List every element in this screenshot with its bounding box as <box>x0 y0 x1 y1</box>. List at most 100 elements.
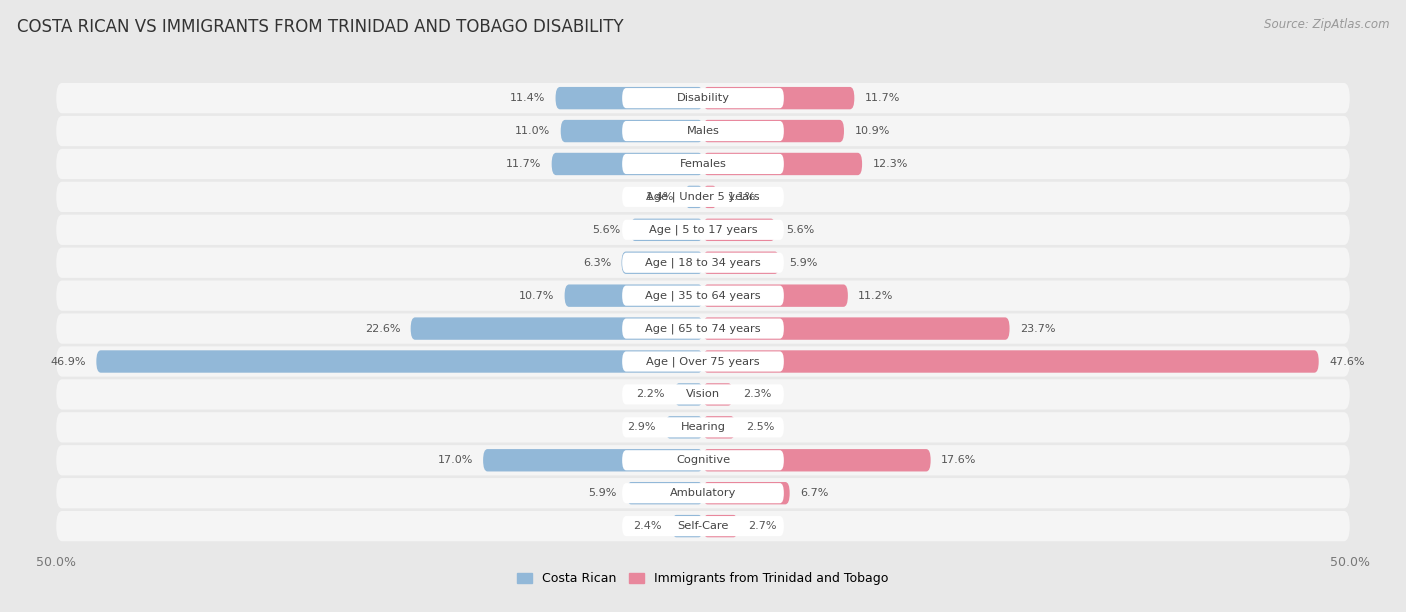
Text: 11.0%: 11.0% <box>515 126 550 136</box>
FancyBboxPatch shape <box>621 220 785 240</box>
Text: 6.7%: 6.7% <box>800 488 828 498</box>
Text: 46.9%: 46.9% <box>51 357 86 367</box>
Text: 10.7%: 10.7% <box>519 291 554 300</box>
FancyBboxPatch shape <box>621 483 785 503</box>
FancyBboxPatch shape <box>672 515 703 537</box>
Text: Cognitive: Cognitive <box>676 455 730 465</box>
Text: 22.6%: 22.6% <box>364 324 401 334</box>
FancyBboxPatch shape <box>561 120 703 142</box>
FancyBboxPatch shape <box>621 253 785 273</box>
FancyBboxPatch shape <box>703 383 733 406</box>
FancyBboxPatch shape <box>685 185 703 208</box>
FancyBboxPatch shape <box>621 351 785 371</box>
Text: 17.6%: 17.6% <box>941 455 976 465</box>
FancyBboxPatch shape <box>621 88 785 108</box>
Text: 2.9%: 2.9% <box>627 422 655 432</box>
FancyBboxPatch shape <box>703 218 776 241</box>
Text: Males: Males <box>686 126 720 136</box>
FancyBboxPatch shape <box>630 218 703 241</box>
Text: 5.6%: 5.6% <box>592 225 620 235</box>
FancyBboxPatch shape <box>621 154 785 174</box>
Text: Age | 18 to 34 years: Age | 18 to 34 years <box>645 258 761 268</box>
FancyBboxPatch shape <box>56 83 1350 113</box>
FancyBboxPatch shape <box>56 182 1350 212</box>
FancyBboxPatch shape <box>56 511 1350 541</box>
Text: Disability: Disability <box>676 93 730 103</box>
FancyBboxPatch shape <box>621 318 785 338</box>
Text: 5.9%: 5.9% <box>790 258 818 267</box>
FancyBboxPatch shape <box>665 416 703 439</box>
FancyBboxPatch shape <box>56 379 1350 409</box>
FancyBboxPatch shape <box>56 248 1350 278</box>
Text: 5.9%: 5.9% <box>588 488 616 498</box>
Text: Females: Females <box>679 159 727 169</box>
FancyBboxPatch shape <box>703 482 790 504</box>
Text: 11.4%: 11.4% <box>510 93 546 103</box>
Text: 11.7%: 11.7% <box>865 93 900 103</box>
FancyBboxPatch shape <box>56 280 1350 311</box>
FancyBboxPatch shape <box>703 153 862 175</box>
FancyBboxPatch shape <box>621 121 785 141</box>
Text: Age | Under 5 years: Age | Under 5 years <box>647 192 759 202</box>
FancyBboxPatch shape <box>703 318 1010 340</box>
Text: 2.3%: 2.3% <box>744 389 772 400</box>
Text: 2.5%: 2.5% <box>745 422 775 432</box>
FancyBboxPatch shape <box>703 252 779 274</box>
Text: 1.4%: 1.4% <box>647 192 675 202</box>
FancyBboxPatch shape <box>621 417 785 438</box>
Text: COSTA RICAN VS IMMIGRANTS FROM TRINIDAD AND TOBAGO DISABILITY: COSTA RICAN VS IMMIGRANTS FROM TRINIDAD … <box>17 18 623 36</box>
FancyBboxPatch shape <box>56 149 1350 179</box>
Text: 11.2%: 11.2% <box>858 291 894 300</box>
FancyBboxPatch shape <box>56 215 1350 245</box>
Text: 2.2%: 2.2% <box>636 389 664 400</box>
Text: 2.4%: 2.4% <box>633 521 662 531</box>
Text: 2.7%: 2.7% <box>748 521 776 531</box>
FancyBboxPatch shape <box>621 450 785 471</box>
FancyBboxPatch shape <box>484 449 703 471</box>
Text: 10.9%: 10.9% <box>855 126 890 136</box>
Text: 23.7%: 23.7% <box>1019 324 1056 334</box>
FancyBboxPatch shape <box>703 185 717 208</box>
FancyBboxPatch shape <box>621 516 785 536</box>
FancyBboxPatch shape <box>703 285 848 307</box>
Text: Age | 35 to 64 years: Age | 35 to 64 years <box>645 291 761 301</box>
Text: Hearing: Hearing <box>681 422 725 432</box>
Text: 12.3%: 12.3% <box>873 159 908 169</box>
FancyBboxPatch shape <box>555 87 703 110</box>
Text: 47.6%: 47.6% <box>1329 357 1365 367</box>
Text: Age | Over 75 years: Age | Over 75 years <box>647 356 759 367</box>
Legend: Costa Rican, Immigrants from Trinidad and Tobago: Costa Rican, Immigrants from Trinidad an… <box>517 572 889 585</box>
FancyBboxPatch shape <box>551 153 703 175</box>
FancyBboxPatch shape <box>56 116 1350 146</box>
Text: 6.3%: 6.3% <box>583 258 612 267</box>
Text: Age | 65 to 74 years: Age | 65 to 74 years <box>645 323 761 334</box>
FancyBboxPatch shape <box>621 252 703 274</box>
FancyBboxPatch shape <box>565 285 703 307</box>
FancyBboxPatch shape <box>56 313 1350 344</box>
Text: Ambulatory: Ambulatory <box>669 488 737 498</box>
Text: Vision: Vision <box>686 389 720 400</box>
FancyBboxPatch shape <box>703 449 931 471</box>
Text: 1.1%: 1.1% <box>727 192 756 202</box>
Text: 5.6%: 5.6% <box>786 225 814 235</box>
FancyBboxPatch shape <box>703 350 1319 373</box>
FancyBboxPatch shape <box>411 318 703 340</box>
FancyBboxPatch shape <box>703 120 844 142</box>
FancyBboxPatch shape <box>621 286 785 306</box>
FancyBboxPatch shape <box>703 416 735 439</box>
FancyBboxPatch shape <box>675 383 703 406</box>
FancyBboxPatch shape <box>703 515 738 537</box>
FancyBboxPatch shape <box>703 87 855 110</box>
FancyBboxPatch shape <box>627 482 703 504</box>
FancyBboxPatch shape <box>621 187 785 207</box>
FancyBboxPatch shape <box>621 384 785 405</box>
Text: Self-Care: Self-Care <box>678 521 728 531</box>
FancyBboxPatch shape <box>56 412 1350 442</box>
FancyBboxPatch shape <box>56 445 1350 476</box>
FancyBboxPatch shape <box>56 346 1350 376</box>
Text: 11.7%: 11.7% <box>506 159 541 169</box>
Text: Age | 5 to 17 years: Age | 5 to 17 years <box>648 225 758 235</box>
FancyBboxPatch shape <box>97 350 703 373</box>
Text: Source: ZipAtlas.com: Source: ZipAtlas.com <box>1264 18 1389 31</box>
Text: 17.0%: 17.0% <box>437 455 472 465</box>
